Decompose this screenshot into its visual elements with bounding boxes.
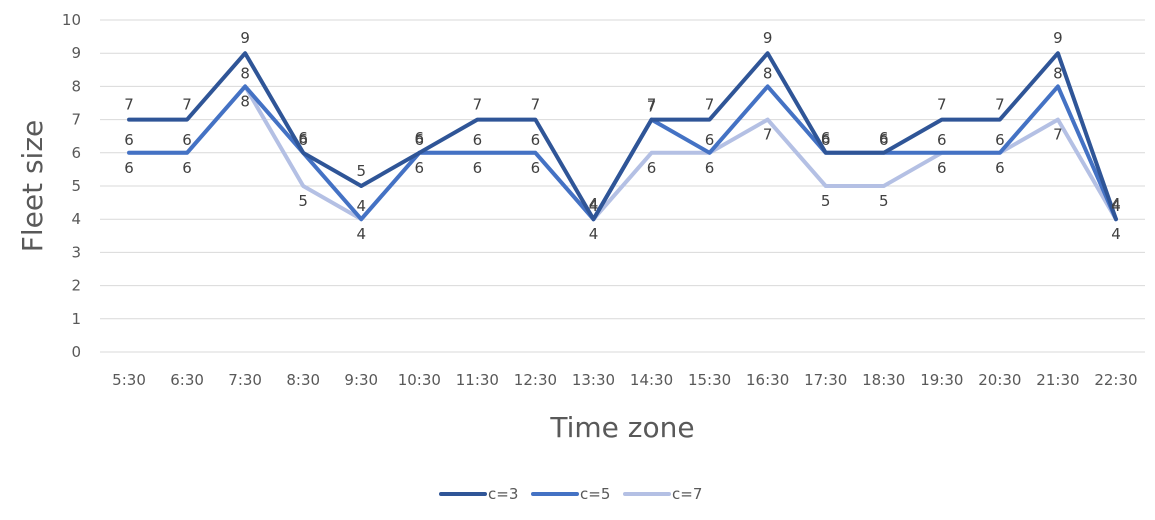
data-label: 6	[124, 159, 134, 177]
data-label: 8	[1053, 64, 1063, 82]
data-labels: 7 7 9 6 5 6 7 7 4 7 7 9 6 6 7 7 9 4 6 6 8 6 4 6 6 6 4 7 6 8 6 6 6 6 8 4 6 6 8 5…	[124, 29, 1120, 243]
data-label: 4	[356, 197, 366, 215]
data-label: 5	[821, 192, 831, 210]
data-label: 6	[879, 129, 889, 147]
x-tick-label: 20:30	[978, 371, 1021, 389]
data-label: 6	[937, 159, 947, 177]
x-axis-title: Time zone	[549, 411, 694, 444]
data-label: 4	[1111, 197, 1121, 215]
x-tick-label: 13:30	[572, 371, 615, 389]
data-label: 6	[473, 131, 483, 149]
data-label: 6	[879, 131, 889, 149]
x-tick-label: 6:30	[170, 371, 204, 389]
data-label: 7	[473, 96, 483, 114]
x-tick-label: 8:30	[286, 371, 320, 389]
data-label: 7	[995, 96, 1005, 114]
data-label: 6	[415, 131, 425, 149]
data-label: 6	[531, 131, 541, 149]
y-tick-label: 1	[71, 310, 81, 328]
x-tick-label: 9:30	[344, 371, 378, 389]
data-label: 6	[298, 129, 308, 147]
x-tick-label: 5:30	[112, 371, 146, 389]
data-label: 6	[937, 131, 947, 149]
data-label: 4	[356, 225, 366, 243]
data-label: 5	[356, 162, 366, 180]
x-tick-label: 18:30	[862, 371, 905, 389]
x-tick-label: 22:30	[1094, 371, 1137, 389]
data-label: 6	[182, 131, 192, 149]
legend: c=3 c=5 c=7	[439, 485, 702, 503]
data-label: 6	[415, 129, 425, 147]
data-label: 4	[1111, 225, 1121, 243]
series-line-c=3	[127, 51, 1118, 222]
data-label: 7	[531, 96, 541, 114]
data-label: 6	[995, 159, 1005, 177]
y-tick-label: 2	[71, 277, 81, 295]
x-tick-label: 17:30	[804, 371, 847, 389]
x-tick-label: 14:30	[630, 371, 673, 389]
y-tick-label: 8	[71, 77, 81, 95]
data-label: 7	[647, 98, 657, 116]
data-label: 7	[937, 96, 947, 114]
x-tick-label: 15:30	[688, 371, 731, 389]
data-label: 4	[1111, 195, 1121, 213]
data-label: 7	[705, 96, 715, 114]
data-label: 6	[473, 159, 483, 177]
x-tick-label: 12:30	[514, 371, 557, 389]
y-tick-label: 7	[71, 111, 81, 129]
data-label: 7	[647, 96, 657, 114]
x-tick-label: 11:30	[456, 371, 499, 389]
data-label: 7	[1053, 126, 1063, 144]
data-label: 6	[298, 131, 308, 149]
data-label: 6	[531, 159, 541, 177]
data-label: 4	[589, 195, 599, 213]
data-label: 8	[240, 92, 250, 110]
x-axis-ticks: 5:30 6:30 7:30 8:30 9:30 10:30 11:30 12:30 13:30…	[112, 371, 1137, 389]
x-tick-label: 19:30	[920, 371, 963, 389]
data-label: 6	[415, 159, 425, 177]
y-tick-label: 10	[62, 11, 81, 29]
y-tick-label: 9	[71, 44, 81, 62]
data-label: 6	[821, 129, 831, 147]
data-label: 6	[705, 131, 715, 149]
y-axis-ticks: 0 1 2 3 4 5 6 7 8 9 10	[62, 11, 81, 361]
data-label: 9	[240, 29, 250, 47]
y-tick-label: 5	[71, 177, 81, 195]
x-tick-label: 7:30	[228, 371, 262, 389]
legend-label: c=7	[672, 485, 702, 503]
y-tick-label: 0	[71, 343, 81, 361]
data-label: 7	[124, 96, 134, 114]
y-axis-title: Fleet size	[16, 120, 49, 253]
data-label: 4	[589, 225, 599, 243]
x-tick-label: 16:30	[746, 371, 789, 389]
data-label: 7	[182, 96, 192, 114]
data-label: 7	[763, 126, 773, 144]
data-label: 8	[763, 64, 773, 82]
data-label: 8	[240, 64, 250, 82]
data-label: 4	[589, 197, 599, 215]
data-label: 6	[995, 131, 1005, 149]
legend-label: c=5	[580, 485, 610, 503]
data-label: 5	[879, 192, 889, 210]
data-label: 6	[647, 159, 657, 177]
data-label: 6	[705, 159, 715, 177]
data-label: 6	[821, 131, 831, 149]
data-label: 9	[1053, 29, 1063, 47]
x-tick-label: 10:30	[398, 371, 441, 389]
data-label: 6	[182, 159, 192, 177]
data-label: 6	[124, 131, 134, 149]
x-tick-label: 21:30	[1036, 371, 1079, 389]
series-lines	[127, 51, 1118, 222]
data-label: 5	[298, 192, 308, 210]
data-label: 9	[763, 29, 773, 47]
legend-label: c=3	[488, 485, 518, 503]
y-tick-label: 4	[71, 210, 81, 228]
y-tick-label: 6	[71, 144, 81, 162]
y-tick-label: 3	[71, 243, 81, 261]
